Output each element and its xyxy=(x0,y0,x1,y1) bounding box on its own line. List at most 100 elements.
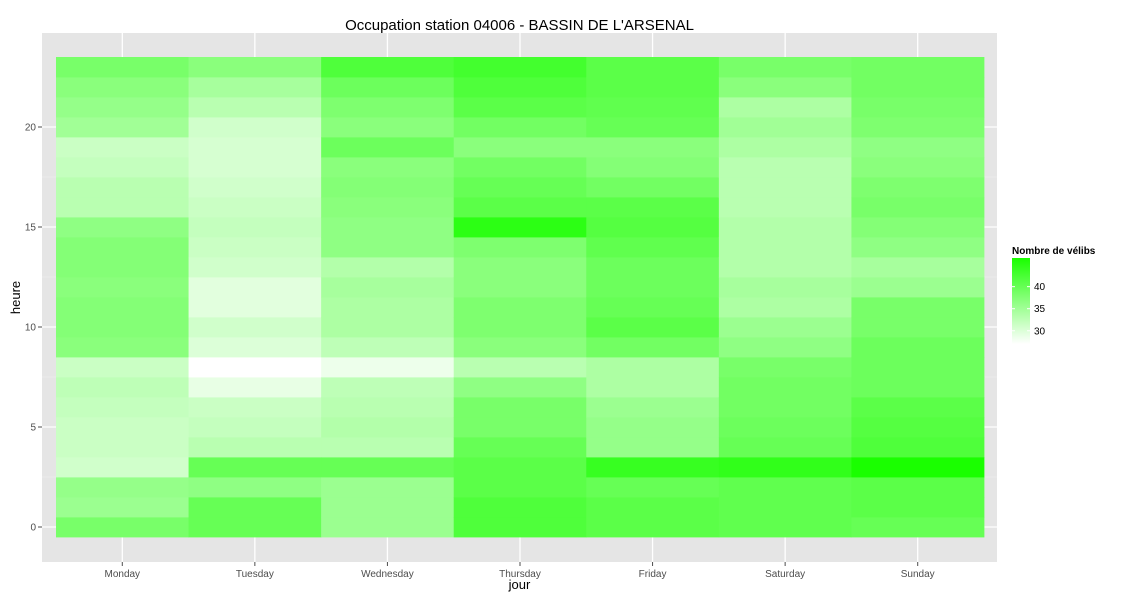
heatmap-tile-friday-h12 xyxy=(586,277,720,298)
heatmap-tile-monday-h4 xyxy=(56,437,189,458)
heatmap-tile-tuesday-h13 xyxy=(188,257,322,278)
heatmap-tile-thursday-h11 xyxy=(453,297,587,318)
heatmap-tile-saturday-h22 xyxy=(718,77,852,98)
heatmap-tile-sunday-h0 xyxy=(851,517,985,538)
heatmap-tile-monday-h17 xyxy=(56,177,189,198)
legend-ticks: 30 35 40 xyxy=(1012,282,1046,337)
y-tick-label: 5 xyxy=(30,423,36,434)
chart-title: Occupation station 04006 - BASSIN DE L'A… xyxy=(345,17,694,34)
heatmap-tile-tuesday-h8 xyxy=(188,357,322,378)
heatmap-tile-sunday-h8 xyxy=(851,357,985,378)
heatmap-tile-monday-h8 xyxy=(56,357,189,378)
x-tick-label-saturday: Saturday xyxy=(765,569,805,580)
heatmap-tile-friday-h11 xyxy=(586,297,720,318)
heatmap-tile-thursday-h17 xyxy=(453,177,587,198)
heatmap-tile-thursday-h10 xyxy=(453,317,587,338)
heatmap-tile-friday-h2 xyxy=(586,477,720,498)
heatmap-tile-sunday-h5 xyxy=(851,417,985,438)
x-tick-label-monday: Monday xyxy=(104,569,140,580)
y-tick-label: 15 xyxy=(25,223,37,234)
heatmap-tile-sunday-h9 xyxy=(851,337,985,358)
heatmap-tile-saturday-h23 xyxy=(718,57,852,78)
heatmap-tile-thursday-h13 xyxy=(453,257,587,278)
heatmap-tile-wednesday-h7 xyxy=(321,377,455,398)
x-tick-label-thursday: Thursday xyxy=(499,569,541,580)
heatmap-tile-sunday-h3 xyxy=(851,457,985,478)
x-tick-label-friday: Friday xyxy=(639,569,667,580)
heatmap-tile-monday-h22 xyxy=(56,77,189,98)
heatmap-tile-sunday-h21 xyxy=(851,97,985,118)
heatmap-tile-wednesday-h14 xyxy=(321,237,455,258)
heatmap-tile-wednesday-h20 xyxy=(321,117,455,138)
heatmap-tile-friday-h6 xyxy=(586,397,720,418)
heatmap-tile-sunday-h18 xyxy=(851,157,985,178)
heatmap-tile-thursday-h4 xyxy=(453,437,587,458)
legend-tick-label: 40 xyxy=(1034,282,1046,293)
heatmap-tile-wednesday-h8 xyxy=(321,357,455,378)
heatmap-tile-tuesday-h4 xyxy=(188,437,322,458)
heatmap-tiles xyxy=(56,57,985,538)
heatmap-tile-friday-h22 xyxy=(586,77,720,98)
heatmap-tile-saturday-h1 xyxy=(718,497,852,518)
heatmap-tile-saturday-h4 xyxy=(718,437,852,458)
y-tick-label: 10 xyxy=(25,323,37,334)
heatmap-tile-thursday-h9 xyxy=(453,337,587,358)
heatmap-tile-sunday-h12 xyxy=(851,277,985,298)
heatmap-tile-tuesday-h17 xyxy=(188,177,322,198)
heatmap-tile-tuesday-h10 xyxy=(188,317,322,338)
heatmap-tile-monday-h5 xyxy=(56,417,189,438)
heatmap-tile-wednesday-h15 xyxy=(321,217,455,238)
x-tick-label-wednesday: Wednesday xyxy=(361,569,414,580)
heatmap-tile-saturday-h16 xyxy=(718,197,852,218)
heatmap-tile-friday-h5 xyxy=(586,417,720,438)
heatmap-tile-thursday-h0 xyxy=(453,517,587,538)
heatmap-tile-monday-h15 xyxy=(56,217,189,238)
heatmap-tile-wednesday-h12 xyxy=(321,277,455,298)
heatmap-tile-friday-h8 xyxy=(586,357,720,378)
heatmap-tile-saturday-h13 xyxy=(718,257,852,278)
heatmap-tile-friday-h20 xyxy=(586,117,720,138)
heatmap-tile-friday-h18 xyxy=(586,157,720,178)
heatmap-tile-tuesday-h9 xyxy=(188,337,322,358)
heatmap-tile-tuesday-h21 xyxy=(188,97,322,118)
heatmap-tile-sunday-h16 xyxy=(851,197,985,218)
heatmap-tile-saturday-h10 xyxy=(718,317,852,338)
heatmap-tile-saturday-h15 xyxy=(718,217,852,238)
heatmap-tile-tuesday-h18 xyxy=(188,157,322,178)
heatmap-tile-wednesday-h6 xyxy=(321,397,455,418)
heatmap-tile-friday-h15 xyxy=(586,217,720,238)
heatmap-tile-wednesday-h11 xyxy=(321,297,455,318)
heatmap-tile-thursday-h15 xyxy=(453,217,587,238)
heatmap-tile-saturday-h7 xyxy=(718,377,852,398)
heatmap-tile-friday-h19 xyxy=(586,137,720,158)
heatmap-tile-tuesday-h23 xyxy=(188,57,322,78)
heatmap-tile-sunday-h10 xyxy=(851,317,985,338)
heatmap-tile-thursday-h2 xyxy=(453,477,587,498)
heatmap-tile-thursday-h5 xyxy=(453,417,587,438)
heatmap-tile-wednesday-h4 xyxy=(321,437,455,458)
heatmap-tile-monday-h6 xyxy=(56,397,189,418)
heatmap-tile-friday-h1 xyxy=(586,497,720,518)
heatmap-tile-friday-h13 xyxy=(586,257,720,278)
heatmap-tile-thursday-h19 xyxy=(453,137,587,158)
heatmap-tile-wednesday-h22 xyxy=(321,77,455,98)
heatmap-tile-saturday-h0 xyxy=(718,517,852,538)
heatmap-tile-sunday-h6 xyxy=(851,397,985,418)
heatmap-tile-sunday-h20 xyxy=(851,117,985,138)
heatmap-tile-wednesday-h21 xyxy=(321,97,455,118)
heatmap-tile-monday-h21 xyxy=(56,97,189,118)
heatmap-tile-monday-h13 xyxy=(56,257,189,278)
heatmap-tile-monday-h19 xyxy=(56,137,189,158)
heatmap-tile-saturday-h8 xyxy=(718,357,852,378)
heatmap-tile-wednesday-h18 xyxy=(321,157,455,178)
heatmap-tile-wednesday-h10 xyxy=(321,317,455,338)
heatmap-tile-saturday-h17 xyxy=(718,177,852,198)
heatmap-tile-thursday-h22 xyxy=(453,77,587,98)
x-tick-label-tuesday: Tuesday xyxy=(236,569,274,580)
heatmap-tile-sunday-h1 xyxy=(851,497,985,518)
heatmap-tile-wednesday-h23 xyxy=(321,57,455,78)
x-tick-label-sunday: Sunday xyxy=(901,569,935,580)
heatmap-tile-saturday-h9 xyxy=(718,337,852,358)
heatmap-tile-thursday-h21 xyxy=(453,97,587,118)
